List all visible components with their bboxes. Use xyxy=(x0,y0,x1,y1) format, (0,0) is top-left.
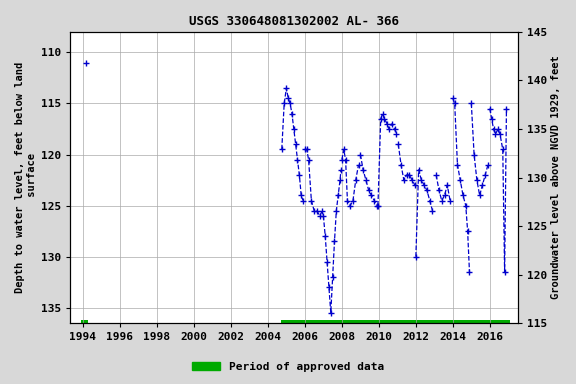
Y-axis label: Depth to water level, feet below land
 surface: Depth to water level, feet below land su… xyxy=(15,62,37,293)
Title: USGS 330648081302002 AL- 366: USGS 330648081302002 AL- 366 xyxy=(189,15,399,28)
Y-axis label: Groundwater level above NGVD 1929, feet: Groundwater level above NGVD 1929, feet xyxy=(551,56,561,300)
Legend: Period of approved data: Period of approved data xyxy=(188,358,388,377)
Bar xyxy=(81,320,88,327)
Bar xyxy=(281,320,510,327)
